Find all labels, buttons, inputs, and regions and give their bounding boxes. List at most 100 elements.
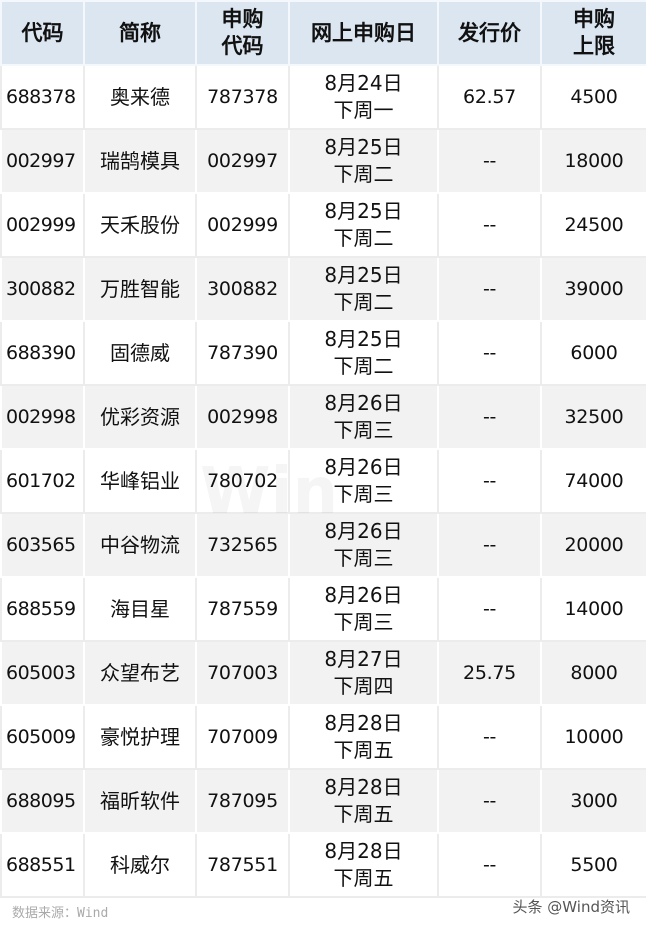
date-text: 8月28日: [324, 775, 403, 799]
table-row: 605003 众望布艺 707003 8月27日下周四 25.75 8000: [0, 640, 646, 706]
cell-date: 8月28日下周五: [288, 704, 439, 770]
header-date: 网上申购日: [288, 0, 439, 66]
cell-limit: 6000: [540, 320, 646, 386]
header-price: 发行价: [437, 0, 542, 66]
date-text: 8月25日: [324, 327, 403, 351]
header-sub-code-line2: 代码: [221, 34, 264, 58]
weekday-text: 下周四: [333, 674, 394, 698]
date-text: 8月25日: [324, 263, 403, 287]
cell-code: 688378: [0, 64, 85, 130]
date-text: 8月28日: [324, 711, 403, 735]
cell-sub-code: 780702: [195, 448, 290, 514]
cell-code: 002997: [0, 128, 85, 194]
cell-sub-code: 002998: [195, 384, 290, 450]
table-row: 688559 海目星 787559 8月26日 下周三 -- 14000: [0, 576, 646, 642]
weekday-text: 下周五: [333, 866, 394, 890]
table-row: 688390 固德威 787390 8月25日 下周二 -- 6000: [0, 320, 646, 386]
header-name: 简称: [83, 0, 197, 66]
header-sub-code: 申购 代码: [195, 0, 290, 66]
cell-price: --: [437, 128, 542, 194]
date-text: 8月24日: [324, 71, 403, 95]
cell-date: 8月26日 下周三: [288, 576, 439, 642]
cell-limit: 14000: [540, 576, 646, 642]
weekday-text: 下周二: [333, 290, 394, 314]
cell-code: 601702: [0, 448, 85, 514]
cell-name: 科威尔: [83, 832, 197, 898]
cell-sub-code: 787390: [195, 320, 290, 386]
cell-date: 8月26日 下周三: [288, 512, 439, 578]
cell-name: 优彩资源: [83, 384, 197, 450]
cell-limit: 20000: [540, 512, 646, 578]
cell-limit: 24500: [540, 192, 646, 258]
cell-name: 瑞鹄模具: [83, 128, 197, 194]
cell-sub-code: 787095: [195, 768, 290, 834]
date-text: 8月27日: [324, 647, 403, 671]
cell-price: --: [437, 384, 542, 450]
cell-name: 海目星: [83, 576, 197, 642]
table-row: 688378 奥来德 787378 8月24日 下周一 62.57 4500: [0, 64, 646, 130]
brand-label: 头条 @Wind资讯: [512, 898, 630, 916]
table-row: 603565 中谷物流 732565 8月26日 下周三 -- 20000: [0, 512, 646, 578]
table-row: 002997 瑞鹄模具 002997 8月25日 下周二 -- 18000: [0, 128, 646, 194]
cell-price: --: [437, 320, 542, 386]
cell-limit: 32500: [540, 384, 646, 450]
date-text: 8月25日: [324, 135, 403, 159]
cell-limit: 10000: [540, 704, 646, 770]
cell-limit: 5500: [540, 832, 646, 898]
cell-sub-code: 787551: [195, 832, 290, 898]
cell-name: 福昕软件: [83, 768, 197, 834]
header-limit: 申购 上限: [540, 0, 646, 66]
cell-date: 8月28日 下周五: [288, 832, 439, 898]
cell-price: --: [437, 704, 542, 770]
cell-price: 25.75: [437, 640, 542, 706]
cell-limit: 39000: [540, 256, 646, 322]
cell-name: 固德威: [83, 320, 197, 386]
cell-name: 中谷物流: [83, 512, 197, 578]
cell-price: --: [437, 192, 542, 258]
table-row: 002998 优彩资源 002998 8月26日 下周三 -- 32500: [0, 384, 646, 450]
cell-price: --: [437, 256, 542, 322]
cell-date: 8月25日 下周二: [288, 320, 439, 386]
weekday-text: 下周五: [333, 802, 394, 826]
cell-sub-code: 002997: [195, 128, 290, 194]
cell-date: 8月24日 下周一: [288, 64, 439, 130]
data-source: 数据来源：Wind: [12, 906, 109, 921]
cell-price: 62.57: [437, 64, 542, 130]
cell-date: 8月28日下周五: [288, 768, 439, 834]
cell-code: 002998: [0, 384, 85, 450]
table-row: 605009 豪悦护理 707009 8月28日 下周五 -- 10000: [0, 704, 646, 770]
cell-sub-code: 707003: [195, 640, 290, 706]
cell-date: 8月26日 下周三: [288, 448, 439, 514]
date-text: 8月26日: [324, 519, 403, 543]
cell-code: 002999: [0, 192, 85, 258]
date-text: 8月26日: [324, 583, 403, 607]
cell-limit: 3000: [540, 768, 646, 834]
date-text: 8月26日: [324, 391, 403, 415]
cell-price: --: [437, 768, 542, 834]
weekday-text: 下周二: [333, 226, 394, 250]
cell-date: 8月25日下周二: [288, 256, 439, 322]
date-text: 8月26日: [324, 455, 403, 479]
cell-price: --: [437, 832, 542, 898]
date-text: 8月25日: [324, 199, 403, 223]
cell-date: 8月25日下周二: [288, 192, 439, 258]
cell-date: 8月26日 下周三: [288, 384, 439, 450]
cell-limit: 4500: [540, 64, 646, 130]
cell-code: 300882: [0, 256, 85, 322]
cell-name: 华峰铝业: [83, 448, 197, 514]
cell-name: 奥来德: [83, 64, 197, 130]
table-row: 002999 天禾股份 002999 8月25日 下周二 -- 24500: [0, 192, 646, 258]
cell-limit: 18000: [540, 128, 646, 194]
header-code: 代码: [0, 0, 85, 66]
cell-code: 605003: [0, 640, 85, 706]
table-row: 300882 万胜智能 300882 8月25日 下周二 -- 39000: [0, 256, 646, 322]
cell-code: 688390: [0, 320, 85, 386]
table-row: 688551 科威尔 787551 8月28日 下周五 -- 5500: [0, 832, 646, 898]
cell-code: 603565: [0, 512, 85, 578]
cell-name: 众望布艺: [83, 640, 197, 706]
header-sub-code-line1: 申购: [221, 7, 264, 31]
cell-limit: 8000: [540, 640, 646, 706]
table-row: 601702 华峰铝业 780702 8月26日 下周三 -- 74000: [0, 448, 646, 514]
ipo-subscription-table: 代码 简称 申购 代码 网上申购日 发行价 申购 上限 688378 奥来德 78737…: [0, 0, 646, 898]
weekday-text: 下周五: [333, 738, 394, 762]
